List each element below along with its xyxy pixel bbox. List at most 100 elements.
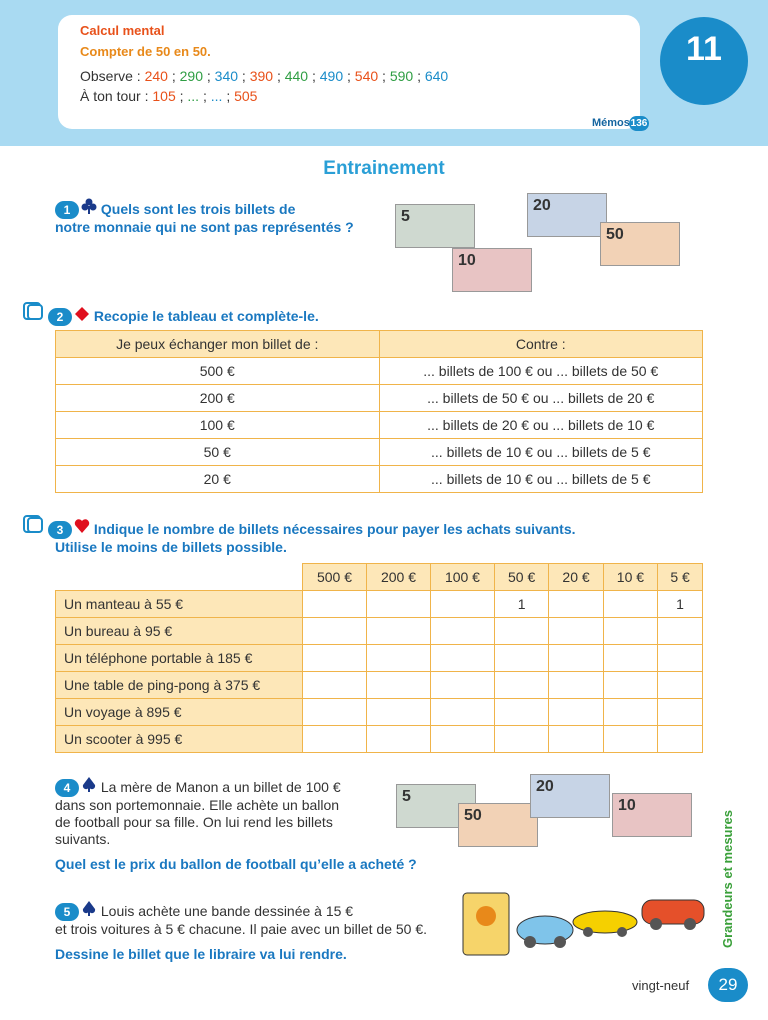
- sequence-label: À ton tour :: [80, 88, 149, 104]
- bills-table: 500 €200 €100 €50 €20 €10 €5 € Un manteau…: [55, 563, 703, 753]
- table-cell: ... billets de 100 € ou ... billets de 5…: [378, 357, 703, 385]
- exercise-text: dans son portemonnaie. Elle achète un ba…: [55, 797, 340, 813]
- table-cell: [657, 644, 703, 672]
- bill: 10: [452, 248, 532, 292]
- bill: 20: [527, 193, 607, 237]
- row-label: Un bureau à 95 €: [55, 617, 303, 645]
- table-row: Un manteau à 55 € 1 1: [55, 590, 703, 618]
- table-cell: ... billets de 50 € ou ... billets de 20…: [378, 384, 703, 412]
- table-cell: [429, 698, 495, 726]
- table-cell: [548, 698, 604, 726]
- separator: ;: [347, 68, 351, 84]
- table-header: 100 €: [429, 563, 495, 591]
- row-label: Une table de ping-pong à 375 €: [55, 671, 303, 699]
- table-cell: 100 €: [55, 411, 380, 439]
- table-cell: [365, 671, 431, 699]
- page-word: vingt-neuf: [632, 978, 690, 993]
- table-cell: [493, 644, 550, 672]
- club-icon: [81, 198, 97, 214]
- table-row: 500 €... billets de 100 € ou ... billets…: [55, 357, 703, 385]
- sequence-label: Observe :: [80, 68, 141, 84]
- table-cell: [493, 725, 550, 753]
- bill: 10: [612, 793, 692, 837]
- table-cell: [548, 725, 604, 753]
- table-cell: [365, 725, 431, 753]
- row-label: Un scooter à 995 €: [55, 725, 303, 753]
- page-number: 29: [708, 968, 748, 1002]
- sequence-value: 240: [144, 68, 168, 84]
- table-cell: [548, 590, 604, 618]
- table-cell: [548, 617, 604, 645]
- exchange-table: Je peux échanger mon billet de : Contre :…: [55, 330, 703, 493]
- separator: ;: [171, 68, 176, 84]
- exercise-text: Recopie le tableau et complète-le.: [93, 308, 319, 324]
- table-cell: 500 €: [55, 357, 380, 385]
- table-row: 50 €... billets de 10 € ou ... billets d…: [55, 438, 703, 466]
- row-label: Un voyage à 895 €: [55, 698, 303, 726]
- table-cell: [602, 671, 659, 699]
- header-subtitle: Compter de 50 en 50.: [80, 44, 211, 59]
- exercise-text: de football pour sa fille. On lui rend l…: [55, 814, 333, 830]
- notebook-icon: [23, 515, 43, 533]
- exercise-1: 1 Quels sont les trois billets de notre …: [55, 198, 354, 235]
- sequence-value: 440: [284, 68, 309, 84]
- exercise-question: Dessine le billet que le libraire va lui…: [55, 946, 347, 962]
- exercise-text: Louis achète une bande dessinée à 15 €: [100, 903, 354, 919]
- table-cell: [657, 725, 703, 753]
- table-cell: [602, 617, 659, 645]
- table-row: Un téléphone portable à 185 €: [55, 644, 703, 672]
- table-header: 50 €: [493, 563, 550, 591]
- table-cell: [429, 644, 495, 672]
- table-cell: 20 €: [55, 465, 380, 493]
- table-cell: 1: [657, 590, 703, 618]
- table-cell: [657, 698, 703, 726]
- exercise-number: 3: [48, 521, 72, 539]
- separator: ;: [276, 68, 281, 84]
- exercise-text: La mère de Manon a un billet de 100 €: [100, 779, 341, 795]
- exercise-text: Quels sont les trois billets de: [100, 201, 296, 217]
- bill: 5: [395, 204, 475, 248]
- table-row: Un bureau à 95 €: [55, 617, 703, 645]
- sequence-value: 390: [249, 68, 274, 84]
- table-corner: [56, 564, 303, 591]
- table-header: 500 €: [302, 563, 367, 591]
- notebook-icon: [23, 302, 43, 320]
- table-cell: [302, 725, 367, 753]
- exercise-number: 2: [48, 308, 72, 326]
- separator: ;: [417, 68, 421, 84]
- mental-box: [58, 15, 640, 129]
- table-row: 200 €... billets de 50 € ou ... billets …: [55, 384, 703, 412]
- table-row: Un scooter à 995 €: [55, 725, 703, 753]
- sequence-value: ...: [210, 88, 223, 104]
- table-cell: [657, 617, 703, 645]
- table-cell: ... billets de 10 € ou ... billets de 5 …: [378, 465, 703, 493]
- spade-icon: [82, 777, 96, 792]
- table-cell: [657, 671, 703, 699]
- exercise-question: Quel est le prix du ballon de football q…: [55, 856, 417, 872]
- table-cell: [302, 698, 367, 726]
- table-cell: [365, 698, 431, 726]
- table-cell: [493, 698, 550, 726]
- exercise-3: 3 Indique le nombre de billets nécessair…: [22, 514, 576, 555]
- sequence-value: ...: [187, 88, 200, 104]
- separator: ;: [226, 88, 231, 104]
- table-row: 100 €... billets de 20 € ou ... billets …: [55, 411, 703, 439]
- heart-icon: [74, 519, 90, 533]
- table-cell: ... billets de 20 € ou ... billets de 10…: [378, 411, 703, 439]
- table-header: 20 €: [548, 563, 604, 591]
- table-cell: [365, 590, 431, 618]
- exercise-text: suivants.: [55, 831, 111, 847]
- exercise-number: 4: [55, 779, 79, 797]
- table-cell: [429, 617, 495, 645]
- bill: 20: [530, 774, 610, 818]
- row-label: Un téléphone portable à 185 €: [55, 644, 303, 672]
- row-label: Un manteau à 55 €: [55, 590, 303, 618]
- table-cell: [602, 644, 659, 672]
- bill: 50: [458, 803, 538, 847]
- sequence-value: 340: [214, 68, 239, 84]
- table-row: Une table de ping-pong à 375 €: [55, 671, 703, 699]
- toys-illustration: [462, 892, 705, 956]
- bill: 50: [600, 222, 680, 266]
- header-title: Calcul mental: [80, 23, 165, 38]
